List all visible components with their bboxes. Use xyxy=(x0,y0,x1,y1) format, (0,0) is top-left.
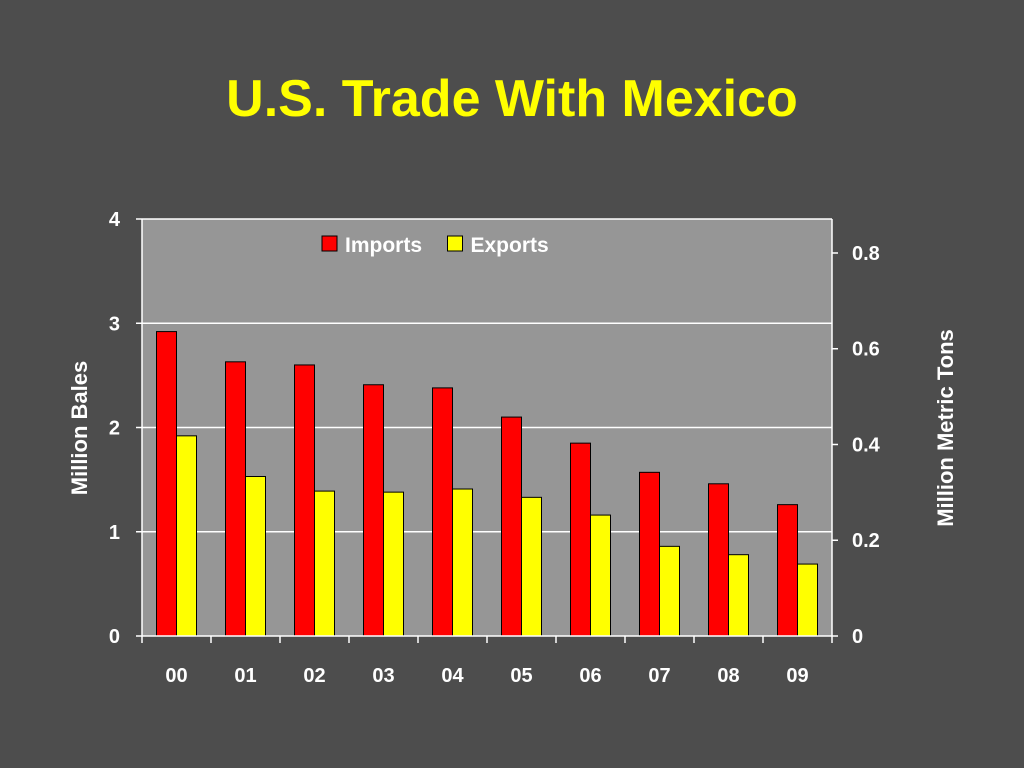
left-tick-label: 2 xyxy=(109,418,120,440)
left-axis-ticks: 0 1 2 3 4 xyxy=(109,209,142,648)
y-axis-title: Million Bales xyxy=(67,361,92,495)
right-axis-ticks: 0 0.2 0.4 0.6 0.8 xyxy=(832,243,881,648)
right-tick-label: 0.8 xyxy=(852,243,880,265)
x-tick-label: 07 xyxy=(648,665,670,687)
exports-legend-label: Exports xyxy=(471,234,549,257)
exports-bar xyxy=(521,496,542,637)
right-tick-label: 0 xyxy=(852,626,863,648)
imports-legend-label: Imports xyxy=(345,234,422,257)
right-tick-label: 0.2 xyxy=(852,530,880,552)
x-tick-label: 04 xyxy=(441,665,464,687)
x-axis-ticks: 00 01 02 03 04 05 06 07 08 09 xyxy=(141,636,833,687)
imports-bar xyxy=(639,471,660,637)
exports-bar xyxy=(314,490,335,637)
x-tick-label: 03 xyxy=(372,665,394,687)
x-tick-label: 09 xyxy=(786,665,808,687)
imports-bar xyxy=(777,504,798,637)
x-tick-label: 01 xyxy=(234,665,256,687)
exports-bar xyxy=(176,435,197,637)
imports-bar xyxy=(363,384,384,637)
y2-axis-title: Million Metric Tons xyxy=(933,329,958,527)
imports-bar xyxy=(432,387,453,637)
imports-bar xyxy=(294,364,315,637)
legend: Imports Exports xyxy=(321,234,549,257)
left-tick-label: 3 xyxy=(109,313,120,335)
chart-title: U.S. Trade With Mexico xyxy=(226,70,798,128)
imports-bar xyxy=(225,361,246,637)
exports-bar xyxy=(245,475,266,637)
imports-bar xyxy=(156,331,177,637)
imports-bar xyxy=(570,442,591,637)
x-tick-label: 00 xyxy=(165,665,187,687)
exports-bar xyxy=(452,488,473,637)
bars xyxy=(156,331,818,637)
x-tick-label: 08 xyxy=(717,665,739,687)
right-tick-label: 0.4 xyxy=(852,434,881,456)
x-tick-label: 02 xyxy=(303,665,325,687)
imports-legend-swatch xyxy=(321,235,338,252)
exports-bar xyxy=(383,491,404,637)
exports-bar xyxy=(797,563,818,637)
exports-legend-swatch xyxy=(447,235,463,252)
left-tick-label: 1 xyxy=(109,522,120,544)
exports-bar xyxy=(659,545,680,637)
right-tick-label: 0.6 xyxy=(852,339,880,361)
imports-bar xyxy=(708,483,729,637)
x-tick-label: 05 xyxy=(510,665,532,687)
exports-bar xyxy=(728,554,749,637)
imports-bar xyxy=(501,416,522,637)
left-tick-label: 0 xyxy=(109,626,120,648)
left-tick-label: 4 xyxy=(109,209,121,231)
x-tick-label: 06 xyxy=(579,665,601,687)
exports-bar xyxy=(590,514,611,637)
